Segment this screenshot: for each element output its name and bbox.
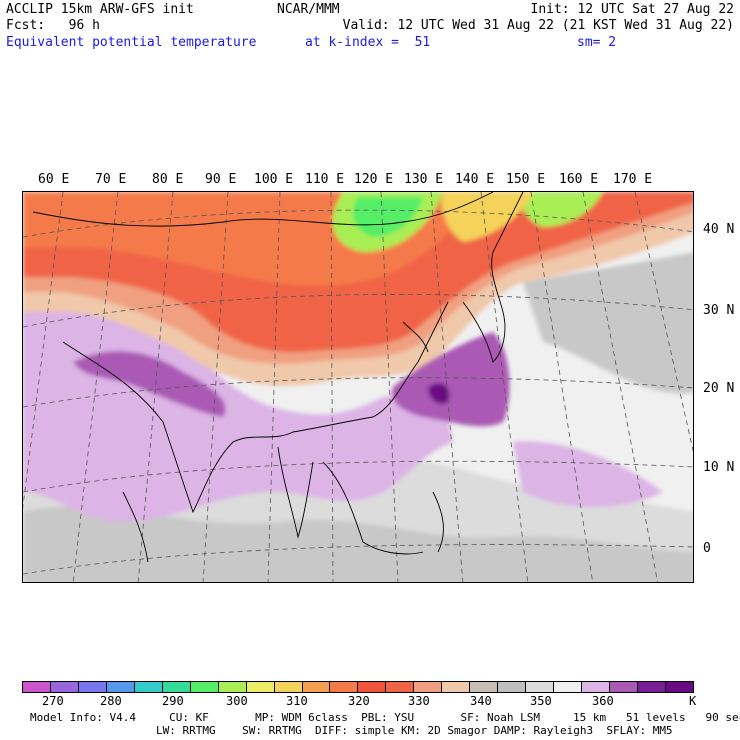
dark-purple-india <box>73 351 226 417</box>
valid-time: Valid: 12 UTC Wed 31 Aug 22 (21 KST Wed … <box>342 18 734 33</box>
colorbar-tick-label: 320 <box>348 694 370 708</box>
theta-e-map <box>22 191 694 583</box>
lon-label: 80 E <box>152 172 184 187</box>
colorbar-swatch <box>190 682 219 692</box>
colorbar-swatch <box>162 682 191 692</box>
colorbar-swatch <box>134 682 163 692</box>
colorbar-tick-label: 310 <box>286 694 308 708</box>
colorbar-swatch <box>582 682 611 692</box>
green-cold-pool-ne <box>521 192 603 227</box>
institution-label: NCAR/MMM <box>277 2 340 17</box>
colorbar-swatch <box>442 682 471 692</box>
colorbar-swatch <box>470 682 499 692</box>
colorbar-tick-label: 270 <box>42 694 64 708</box>
colorbar-swatch <box>302 682 331 692</box>
forecast-hour: Fcst: 96 h <box>6 18 100 33</box>
colorbar-unit: K <box>689 694 697 708</box>
smoothing-label: sm= 2 <box>577 35 617 50</box>
colorbar-swatch <box>274 682 303 692</box>
light-purple-pacific <box>513 441 663 507</box>
colorbar-swatch <box>498 682 527 692</box>
green-core <box>353 197 423 237</box>
lon-label: 150 E <box>506 172 546 187</box>
dark-purple-pacific <box>392 332 510 427</box>
colorbar-tick-label: 290 <box>162 694 184 708</box>
colorbar-tick-label: 280 <box>100 694 122 708</box>
field-name: Equivalent potential temperature <box>6 35 257 50</box>
colorbar-swatch <box>50 682 79 692</box>
lon-label: 120 E <box>354 172 394 187</box>
lon-label: 140 E <box>455 172 495 187</box>
colorbar-swatch <box>526 682 555 692</box>
grey-band-pacific <box>523 252 693 394</box>
lat-label: 40 N <box>703 222 735 237</box>
lon-label: 110 E <box>305 172 345 187</box>
graticule <box>23 192 693 582</box>
init-time: Init: 12 UTC Sat 27 Aug 22 <box>530 2 735 17</box>
lon-label: 100 E <box>254 172 294 187</box>
colorbar-tick-label: 330 <box>408 694 430 708</box>
lon-label: 60 E <box>38 172 70 187</box>
lon-label: 70 E <box>95 172 127 187</box>
lon-label: 160 E <box>559 172 599 187</box>
colorbar-swatch <box>330 682 359 692</box>
colorbar-swatch <box>386 682 415 692</box>
lon-label: 170 E <box>613 172 653 187</box>
lat-label: 20 N <box>703 381 735 396</box>
lat-label: 0 <box>703 541 711 556</box>
colorbar-swatch <box>637 682 666 692</box>
colorbar-swatch <box>218 682 247 692</box>
colorbar <box>22 681 694 693</box>
colorbar-swatch <box>23 682 51 692</box>
colorbar-swatch <box>610 682 638 692</box>
colorbar-swatch <box>78 682 107 692</box>
colorbar-swatch <box>414 682 443 692</box>
colorbar-swatch <box>554 682 583 692</box>
level-index: at k-index = 51 <box>305 35 431 50</box>
colorbar-swatch <box>246 682 275 692</box>
colorbar-tick-label: 360 <box>592 694 614 708</box>
model-info-line2: LW: RRTMG SW: RRTMG DIFF: simple KM: 2D … <box>156 724 673 737</box>
colorbar-tick-label: 300 <box>226 694 248 708</box>
yellow-patch <box>441 192 533 242</box>
colorbar-swatch <box>358 682 387 692</box>
colorbar-swatch <box>665 682 693 692</box>
colorbar-swatch <box>106 682 135 692</box>
map-canvas <box>23 192 693 582</box>
colorbar-tick-label: 350 <box>530 694 552 708</box>
model-title: ACCLIP 15km ARW-GFS init <box>6 2 194 17</box>
lat-label: 30 N <box>703 303 735 318</box>
model-info-line1: Model Info: V4.4 CU: KF MP: WDM 6class P… <box>30 711 740 724</box>
coastlines <box>32 192 524 563</box>
deepest-purple-core <box>428 382 450 404</box>
colorbar-tick-label: 340 <box>470 694 492 708</box>
lon-label: 130 E <box>404 172 444 187</box>
lat-label: 10 N <box>703 460 735 475</box>
lon-label: 90 E <box>205 172 237 187</box>
